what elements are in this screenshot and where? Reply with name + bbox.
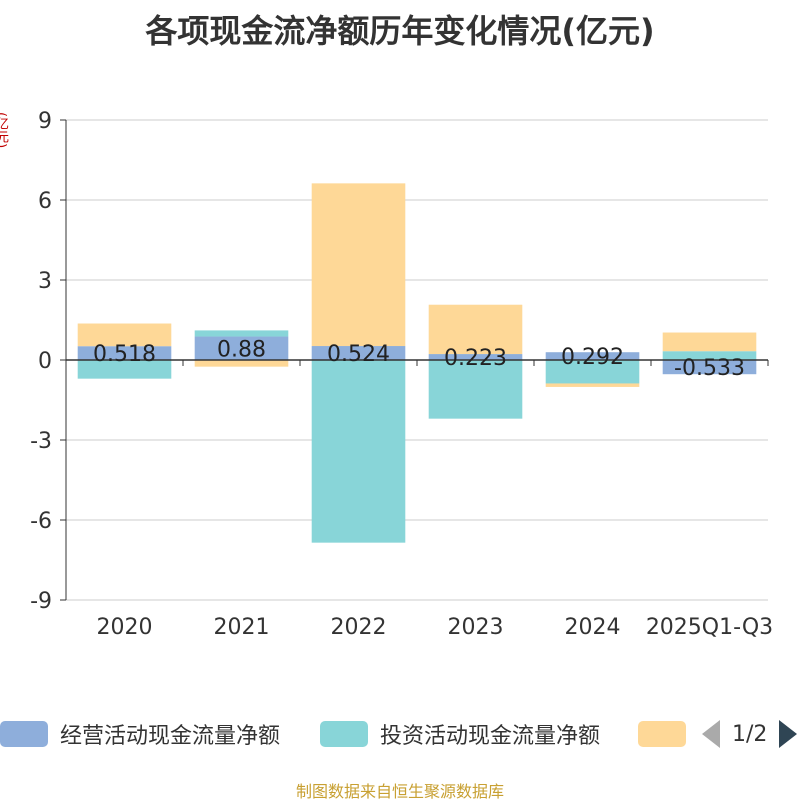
x-tick-label: 2025Q1-Q3 <box>646 615 773 640</box>
y-axis-unit-label: (亿元) <box>0 112 8 149</box>
bars <box>77 183 757 543</box>
legend-swatch-investing <box>320 721 368 747</box>
x-tick-label: 2022 <box>331 615 387 640</box>
bar-segment-3-2021[interactable] <box>194 360 289 367</box>
bar-segment-1-2020[interactable] <box>77 346 172 360</box>
legend-swatch-operating <box>0 721 48 747</box>
x-tick-label: 2020 <box>97 615 153 640</box>
legend-page-indicator: 1/2 <box>732 721 768 747</box>
bar-segment-3-2025Q1-Q3[interactable] <box>662 332 757 352</box>
x-tick-label: 2021 <box>214 615 270 640</box>
bar-segment-1-2022[interactable] <box>311 346 406 360</box>
x-tick-label: 2023 <box>448 615 504 640</box>
data-labels: 0.518 0.88 0.524 0.223 0.292 -0.533 <box>93 337 745 381</box>
x-tick-label: 2024 <box>565 615 621 640</box>
bar-segment-2-2020[interactable] <box>77 360 172 379</box>
bar-segment-3-2020[interactable] <box>77 323 172 347</box>
y-tick-label: 0 <box>38 349 52 374</box>
legend-item-investing[interactable]: 投资活动现金流量净额 <box>320 712 600 756</box>
bar-segment-1-2021[interactable] <box>194 336 289 360</box>
legend-label-investing: 投资活动现金流量净额 <box>380 724 601 749</box>
chart-title: 各项现金流净额历年变化情况(亿元) <box>145 12 655 50</box>
data-label: 0.518 <box>93 342 156 367</box>
bar-segment-2-2024[interactable] <box>545 360 640 384</box>
y-tick-label: 3 <box>38 269 52 294</box>
bar-segment-2-2023[interactable] <box>428 360 523 419</box>
data-source-note: 制图数据来自恒生聚源数据库 <box>295 782 504 801</box>
y-tick-label: -9 <box>30 589 52 614</box>
legend-swatch-financing <box>638 721 686 747</box>
y-tick-label: -6 <box>30 509 52 534</box>
data-label: -0.533 <box>674 356 745 381</box>
legend: 经营活动现金流量净额 投资活动现金流量净额 1/2 <box>0 712 800 756</box>
bar-segment-1-2025Q1-Q3[interactable] <box>662 360 757 375</box>
legend-item-financing[interactable] <box>638 712 686 756</box>
legend-next-arrow-icon[interactable] <box>779 720 798 748</box>
y-tick-label: 6 <box>38 189 52 214</box>
bar-segment-3-2022[interactable] <box>311 183 406 347</box>
bar-segment-2-2021[interactable] <box>194 330 289 337</box>
y-tick-label: -3 <box>30 429 52 454</box>
data-label: 0.292 <box>561 345 624 370</box>
bar-segment-1-2023[interactable] <box>428 354 523 360</box>
legend-pager: 1/2 <box>702 712 798 756</box>
grid-lines <box>66 119 768 601</box>
data-label: 0.88 <box>217 337 266 362</box>
bar-segment-2-2022[interactable] <box>311 360 406 543</box>
bar-segment-2-2025Q1-Q3[interactable] <box>662 351 757 360</box>
legend-label-operating: 经营活动现金流量净额 <box>60 724 281 749</box>
bar-segment-1-2024[interactable] <box>545 352 640 360</box>
legend-prev-arrow-icon[interactable] <box>702 720 720 748</box>
bar-segment-3-2023[interactable] <box>428 304 523 355</box>
axes: 9 6 3 0 -3 -6 -9 2020 2021 2022 2023 2024 2025Q1-Q3 <box>30 109 773 640</box>
data-label: 0.524 <box>327 342 390 367</box>
bar-segment-3-2024[interactable] <box>545 383 640 387</box>
y-tick-label: 9 <box>38 109 52 134</box>
legend-item-operating[interactable]: 经营活动现金流量净额 <box>0 712 280 756</box>
data-label: 0.223 <box>444 346 507 371</box>
